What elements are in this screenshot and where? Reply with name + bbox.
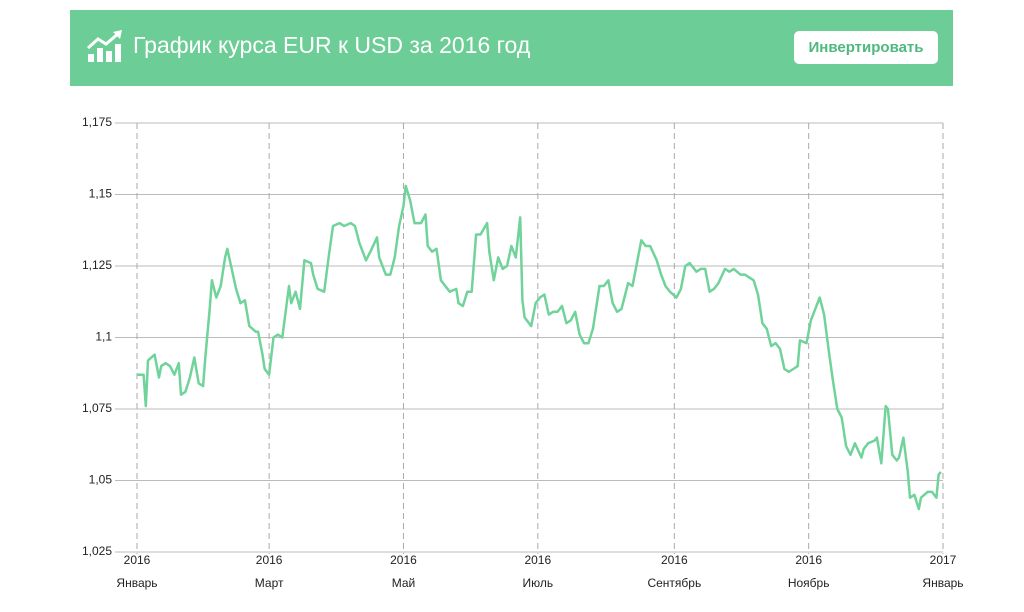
y-tick-label: 1,025	[82, 544, 112, 558]
y-tick-label: 1,175	[82, 115, 112, 129]
x-tick-label: Март	[255, 576, 284, 590]
x-tick-label: Январь	[922, 576, 963, 590]
x-tick-year: 2016	[661, 553, 688, 567]
y-tick-label: 1,075	[82, 401, 112, 415]
x-tick-year: 2017	[930, 553, 957, 567]
x-tick-year: 2016	[390, 553, 417, 567]
invert-button[interactable]: Инвертировать	[794, 31, 938, 64]
x-tick-label: Июль	[522, 576, 553, 590]
x-tick-year: 2016	[124, 553, 151, 567]
x-tick-year: 2016	[256, 553, 283, 567]
x-tick-year: 2016	[524, 553, 551, 567]
x-tick-label: Сентябрь	[647, 576, 701, 590]
chart-icon	[86, 30, 122, 62]
price-line	[137, 184, 942, 511]
chart-title: График курса EUR к USD за 2016 год	[133, 32, 531, 58]
y-tick-label: 1,125	[82, 258, 112, 272]
x-tick-label: Ноябрь	[788, 576, 830, 590]
x-tick-label: Май	[392, 576, 416, 590]
header: График курса EUR к USD за 2016 год Инвер…	[70, 10, 953, 86]
y-tick-label: 1,15	[89, 187, 113, 201]
y-tick-label: 1,05	[89, 473, 113, 487]
x-tick-year: 2016	[795, 553, 822, 567]
y-tick-label: 1,1	[95, 330, 112, 344]
x-tick-label: Январь	[116, 576, 157, 590]
